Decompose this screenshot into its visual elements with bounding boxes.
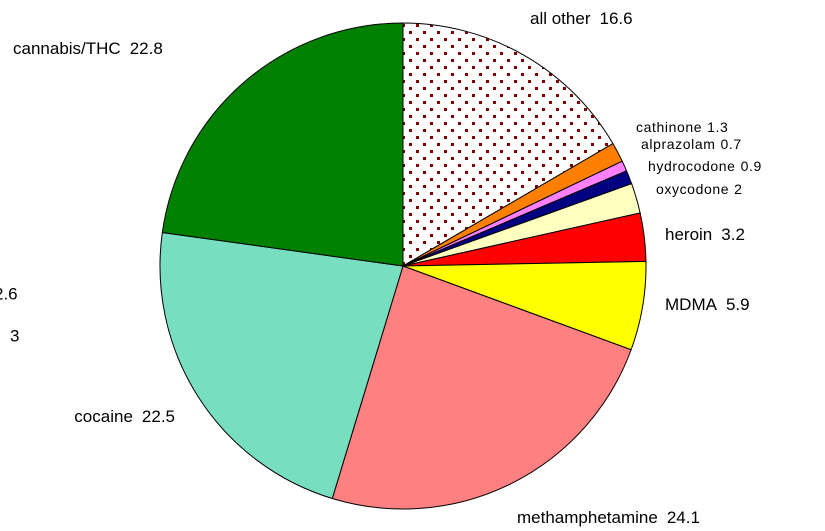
slice-value: 2 bbox=[734, 181, 742, 197]
slice-label: cannabis/THC 22.8 bbox=[13, 39, 163, 58]
slice-value: 3.2 bbox=[721, 225, 745, 244]
slice-name: heroin bbox=[665, 225, 712, 244]
slice-name: oxycodone bbox=[656, 181, 729, 197]
slice-label: methamphetamine 24.1 bbox=[517, 508, 700, 527]
slice-name: cathinone bbox=[636, 119, 702, 135]
slice-value: 16.6 bbox=[599, 9, 632, 28]
slice-name: cannabis/THC bbox=[13, 39, 121, 58]
pie-slice bbox=[159, 231, 404, 500]
slice-value: 22.8 bbox=[130, 39, 163, 58]
slice-label: heroin 3.2 bbox=[665, 225, 745, 244]
slice-value: 0.9 bbox=[741, 158, 762, 174]
slice-value: 22.5 bbox=[142, 407, 175, 426]
slice-name: hydrocodone bbox=[648, 158, 736, 174]
slice-name: cocaine bbox=[74, 407, 133, 426]
pie-slice bbox=[331, 265, 632, 510]
slice-name: all other bbox=[530, 9, 591, 28]
pie-slice bbox=[402, 22, 614, 267]
slice-name: methamphetamine bbox=[517, 508, 658, 527]
slice-label: alprazolam 0.7 bbox=[641, 136, 742, 152]
slice-name: MDMA bbox=[665, 295, 718, 314]
slice-label: oxycodone 2 bbox=[656, 181, 743, 197]
slice-label: MDMA 5.9 bbox=[665, 295, 750, 314]
slice-label: hydrocodone 0.9 bbox=[648, 158, 762, 174]
slice-value: 5.9 bbox=[726, 295, 750, 314]
slice-name: alprazolam bbox=[641, 136, 715, 152]
slice-value: 1.3 bbox=[707, 119, 728, 135]
slice-label: cocaine 22.5 bbox=[74, 407, 175, 426]
annotation: 2.6 bbox=[0, 284, 18, 303]
slice-value: 24.1 bbox=[667, 508, 700, 527]
pie-slice bbox=[161, 22, 404, 267]
slice-label: cathinone 1.3 bbox=[636, 119, 728, 135]
annotation: 3 bbox=[10, 326, 19, 345]
slice-label: all other 16.6 bbox=[530, 9, 633, 28]
slice-value: 0.7 bbox=[720, 136, 741, 152]
